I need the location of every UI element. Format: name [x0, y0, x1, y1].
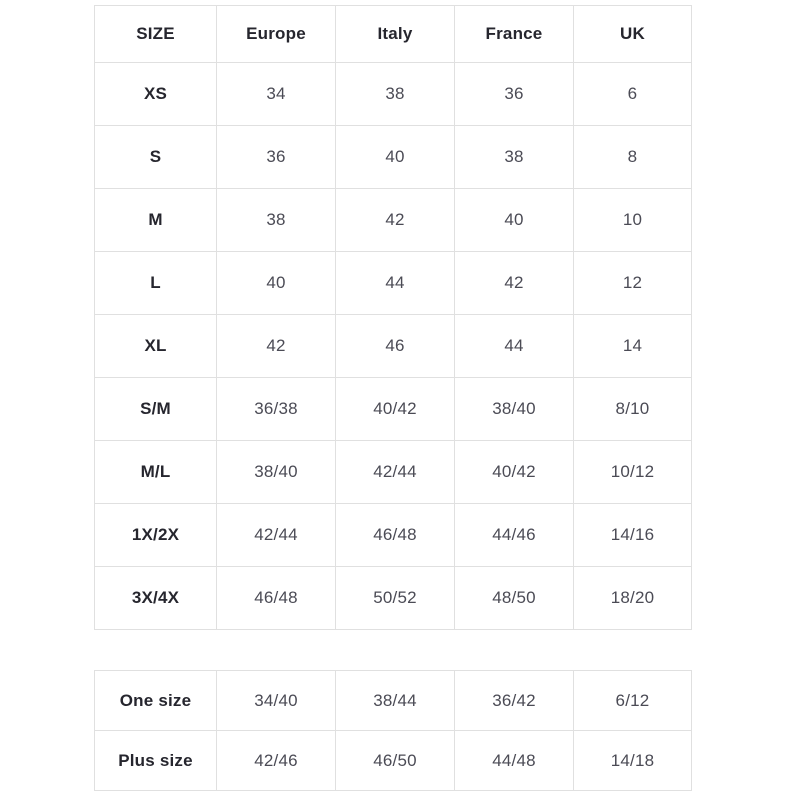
size-label-cell: XL — [94, 314, 217, 378]
table-row: M/L 38/40 42/44 40/42 10/12 — [94, 440, 692, 504]
size-value-cell: 44/48 — [454, 730, 574, 791]
size-table-body: XS 34 38 36 6 S 36 40 38 8 M 38 42 40 10 L 40 44 42 12 XL 42 4… — [94, 62, 692, 630]
size-value-cell: 42/44 — [216, 503, 336, 567]
size-value-cell: 38 — [216, 188, 336, 252]
size-value-cell: 12 — [573, 251, 692, 315]
size-conversion-table: SIZE Europe Italy France UK XS 34 38 36 6 S 36 40 38… — [94, 5, 692, 630]
size-value-cell: 38 — [335, 62, 455, 126]
size-value-cell: 6/12 — [573, 670, 692, 731]
size-value-cell: 40 — [335, 125, 455, 189]
size-value-cell: 42 — [216, 314, 336, 378]
size-table-header-row: SIZE Europe Italy France UK — [94, 5, 692, 63]
column-header-size: SIZE — [94, 5, 217, 63]
size-value-cell: 46/48 — [335, 503, 455, 567]
size-label-cell: XS — [94, 62, 217, 126]
size-label-cell: S/M — [94, 377, 217, 441]
size-value-cell: 50/52 — [335, 566, 455, 630]
size-value-cell: 44/46 — [454, 503, 574, 567]
table-row: 3X/4X 46/48 50/52 48/50 18/20 — [94, 566, 692, 630]
size-label-cell: L — [94, 251, 217, 315]
size-value-cell: 14 — [573, 314, 692, 378]
size-label-cell: S — [94, 125, 217, 189]
column-header-france: France — [454, 5, 574, 63]
size-value-cell: 10 — [573, 188, 692, 252]
size-value-cell: 44 — [335, 251, 455, 315]
size-value-cell: 38/44 — [335, 670, 455, 731]
size-label-cell: 1X/2X — [94, 503, 217, 567]
size-value-cell: 40/42 — [454, 440, 574, 504]
size-value-cell: 46/50 — [335, 730, 455, 791]
size-value-cell: 38/40 — [216, 440, 336, 504]
one-size-table-body: One size 34/40 38/44 36/42 6/12 Plus size 42/4… — [94, 670, 692, 791]
table-row: S/M 36/38 40/42 38/40 8/10 — [94, 377, 692, 441]
one-size-plus-size-table: One size 34/40 38/44 36/42 6/12 Plus size 42/4… — [94, 670, 692, 791]
size-value-cell: 44 — [454, 314, 574, 378]
size-value-cell: 42/46 — [216, 730, 336, 791]
table-row: L 40 44 42 12 — [94, 251, 692, 315]
column-header-italy: Italy — [335, 5, 455, 63]
table-row: 1X/2X 42/44 46/48 44/46 14/16 — [94, 503, 692, 567]
size-value-cell: 18/20 — [573, 566, 692, 630]
size-value-cell: 40/42 — [335, 377, 455, 441]
table-row: S 36 40 38 8 — [94, 125, 692, 189]
size-label-cell: Plus size — [94, 730, 217, 791]
table-row: XS 34 38 36 6 — [94, 62, 692, 126]
size-value-cell: 42/44 — [335, 440, 455, 504]
size-value-cell: 36 — [216, 125, 336, 189]
size-label-cell: M/L — [94, 440, 217, 504]
size-value-cell: 46 — [335, 314, 455, 378]
size-value-cell: 36 — [454, 62, 574, 126]
size-value-cell: 34/40 — [216, 670, 336, 731]
size-value-cell: 42 — [335, 188, 455, 252]
size-value-cell: 14/16 — [573, 503, 692, 567]
size-value-cell: 36/42 — [454, 670, 574, 731]
size-value-cell: 36/38 — [216, 377, 336, 441]
table-row: Plus size 42/46 46/50 44/48 14/18 — [94, 730, 692, 791]
column-header-europe: Europe — [216, 5, 336, 63]
size-value-cell: 38 — [454, 125, 574, 189]
table-row: One size 34/40 38/44 36/42 6/12 — [94, 670, 692, 731]
table-row: M 38 42 40 10 — [94, 188, 692, 252]
table-row: XL 42 46 44 14 — [94, 314, 692, 378]
size-value-cell: 10/12 — [573, 440, 692, 504]
size-value-cell: 14/18 — [573, 730, 692, 791]
size-label-cell: One size — [94, 670, 217, 731]
size-value-cell: 8/10 — [573, 377, 692, 441]
size-value-cell: 8 — [573, 125, 692, 189]
size-value-cell: 40 — [454, 188, 574, 252]
size-value-cell: 38/40 — [454, 377, 574, 441]
size-value-cell: 48/50 — [454, 566, 574, 630]
size-label-cell: M — [94, 188, 217, 252]
size-value-cell: 6 — [573, 62, 692, 126]
column-header-uk: UK — [573, 5, 692, 63]
size-label-cell: 3X/4X — [94, 566, 217, 630]
size-value-cell: 34 — [216, 62, 336, 126]
size-value-cell: 40 — [216, 251, 336, 315]
size-value-cell: 46/48 — [216, 566, 336, 630]
size-value-cell: 42 — [454, 251, 574, 315]
